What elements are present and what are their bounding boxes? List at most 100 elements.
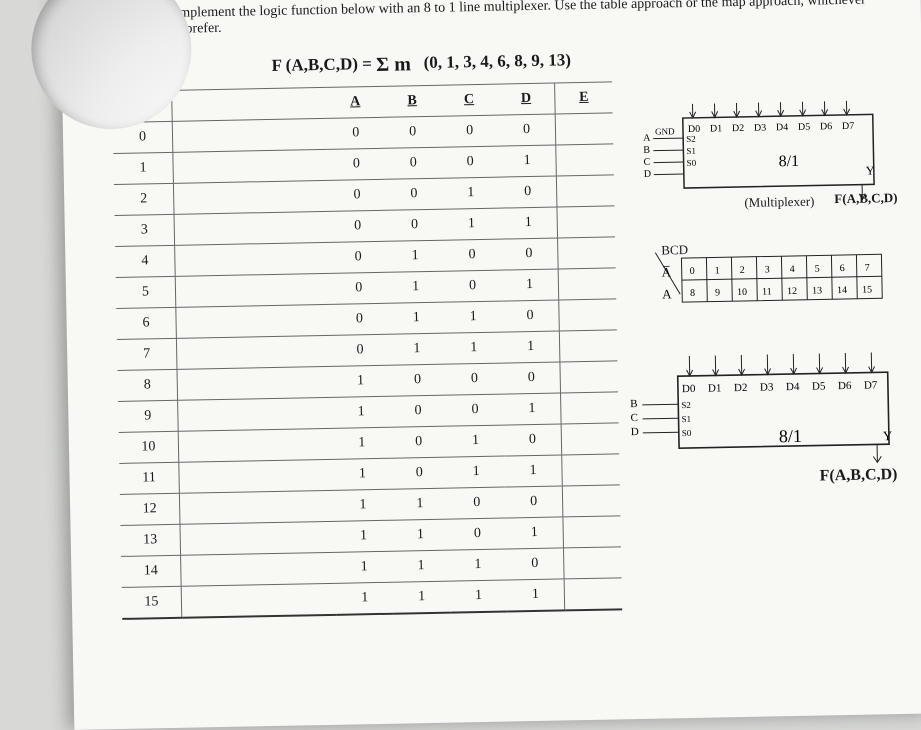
sketch-mux-1: D0 D1 D2 D3 D4 D5 D6 D7 A B C D S2 S1 S0… [642, 94, 904, 219]
table-cell: 1 [500, 207, 558, 239]
table-cell [175, 273, 331, 307]
svg-text:D2: D2 [732, 123, 744, 134]
table-cell: 14 [121, 555, 181, 587]
paper-sheet: 2. Implement the logic function below wi… [60, 0, 921, 730]
mux1-label: (Multiplexer) [744, 194, 814, 211]
table-cell: 1 [392, 519, 449, 551]
table-cell: 12 [120, 493, 180, 525]
svg-text:D6: D6 [820, 121, 832, 132]
table-cell: 0 [449, 518, 506, 550]
table-cell [561, 423, 619, 455]
table-cell: 9 [118, 400, 178, 432]
svg-text:D2: D2 [734, 382, 748, 394]
table-cell: 0 [331, 303, 388, 335]
col-header-a: A [327, 86, 384, 118]
table-cell: 1 [498, 145, 556, 177]
table-cell: 0 [329, 241, 386, 273]
table-cell: 1 [502, 331, 560, 363]
formula: F (A,B,C,D) = Σ m (0, 1, 3, 4, 6, 8, 9, … [271, 48, 571, 77]
svg-text:Y: Y [866, 163, 875, 177]
table-cell: 1 [445, 332, 502, 364]
table-cell [559, 330, 617, 362]
table-cell: 4 [115, 245, 175, 277]
table-cell: 0 [443, 239, 500, 271]
problem-text: Implement the logic function below with … [161, 0, 866, 37]
svg-text:S0: S0 [682, 428, 692, 438]
table-cell: 0 [503, 362, 561, 394]
table-cell: 2 [114, 183, 174, 215]
svg-text:12: 12 [787, 286, 797, 297]
table-cell [180, 521, 336, 555]
svg-text:A̅: A̅ [662, 264, 672, 279]
table-cell: 0 [386, 209, 443, 241]
table-cell: 11 [119, 462, 179, 494]
table-cell: 0 [328, 148, 385, 180]
table-cell: 5 [116, 276, 176, 308]
table-cell: 0 [327, 117, 384, 149]
table-cell: 13 [120, 524, 180, 556]
table-cell: 1 [449, 549, 506, 581]
table-cell [562, 454, 620, 486]
table-cell: 7 [117, 338, 177, 370]
svg-text:9: 9 [715, 287, 720, 298]
table-cell: 0 [384, 116, 441, 148]
table-cell: 6 [116, 307, 176, 339]
table-cell [174, 211, 330, 245]
svg-text:8/1: 8/1 [778, 153, 799, 170]
table-cell: 0 [385, 178, 442, 210]
table-cell: 1 [447, 456, 504, 488]
table-cell: 0 [389, 364, 446, 396]
table-cell: 0 [504, 424, 562, 456]
table-cell: 0 [500, 238, 558, 270]
table-cell [179, 490, 335, 524]
table-cell [563, 516, 621, 548]
table-cell: 0 [385, 147, 442, 179]
table-cell: 0 [391, 457, 448, 489]
formula-minterms: (0, 1, 3, 4, 6, 8, 9, 13) [423, 50, 571, 72]
svg-text:D5: D5 [812, 380, 826, 392]
table-cell [179, 459, 335, 493]
table-cell: 1 [387, 271, 444, 303]
svg-text:14: 14 [837, 285, 847, 296]
table-cell [559, 299, 617, 331]
table-cell: 1 [450, 580, 508, 613]
table-cell [556, 175, 614, 207]
table-cell: 0 [506, 548, 564, 580]
formula-lhs: F (A,B,C,D) = [271, 54, 376, 75]
truth-table: # A B C D E 0000010001200103001140100501… [112, 81, 622, 620]
svg-text:6: 6 [840, 263, 845, 274]
svg-text:D: D [644, 169, 651, 180]
svg-text:8: 8 [690, 288, 695, 299]
col-header-c: C [440, 84, 497, 116]
svg-text:A: A [643, 133, 651, 144]
table-cell: 10 [119, 431, 179, 463]
svg-text:D4: D4 [786, 381, 800, 393]
svg-text:S2: S2 [686, 134, 696, 144]
svg-text:10: 10 [737, 287, 747, 298]
svg-text:D7: D7 [864, 379, 878, 391]
svg-text:S0: S0 [687, 158, 697, 168]
table-cell: 0 [441, 146, 498, 178]
table-cell: 15 [122, 586, 182, 619]
col-header-d: D [497, 83, 555, 115]
svg-text:15: 15 [862, 284, 872, 295]
col-header-e: E [555, 82, 613, 114]
svg-text:1: 1 [715, 265, 720, 276]
table-cell: 1 [506, 517, 564, 549]
mux1-output-fn: F(A,B,C,D) [834, 190, 897, 207]
svg-text:3: 3 [765, 264, 770, 275]
svg-text:8/1: 8/1 [779, 426, 802, 446]
bcd-label: BCD [661, 242, 688, 259]
table-cell: 1 [335, 520, 392, 552]
table-cell: 1 [507, 579, 565, 612]
svg-text:C: C [644, 157, 651, 168]
mux2-output-fn: F(A,B,C,D) [819, 466, 897, 485]
table-cell [562, 485, 620, 517]
table-cell [173, 149, 329, 183]
table-cell: 1 [501, 269, 559, 301]
svg-text:0: 0 [690, 266, 695, 277]
table-cell: 0 [328, 179, 385, 211]
table-cell: 1 [443, 208, 500, 240]
table-cell: 1 [333, 427, 390, 459]
table-cell [564, 547, 622, 579]
